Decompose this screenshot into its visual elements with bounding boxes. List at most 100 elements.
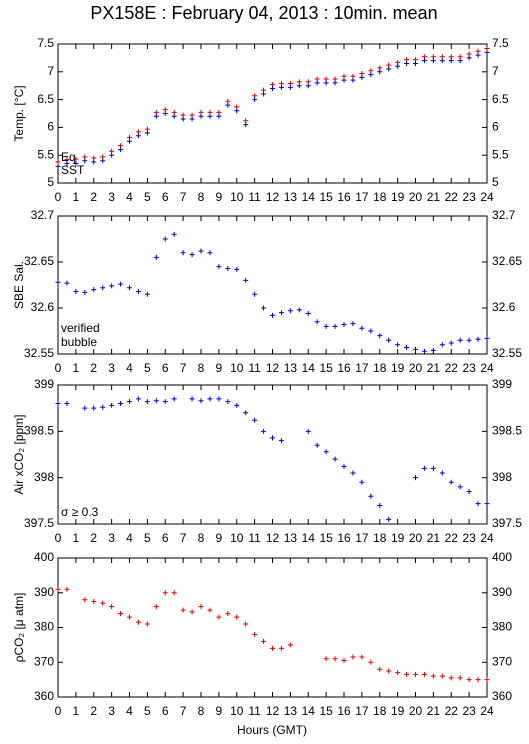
x-tick-label: 6: [162, 531, 169, 545]
x-tick-label: 23: [462, 190, 476, 204]
data-point: [448, 675, 454, 681]
data-point: [341, 464, 347, 470]
x-tick-label: 17: [355, 704, 369, 718]
data-point: [189, 396, 195, 402]
data-point: [135, 288, 141, 294]
data-point: [171, 396, 177, 402]
y-tick-label: 32.6: [31, 300, 55, 314]
data-point: [430, 58, 436, 64]
data-point: [180, 250, 186, 256]
data-point: [100, 158, 106, 164]
x-tick-label: 3: [108, 531, 115, 545]
data-point: [323, 80, 329, 86]
data-point: [484, 335, 490, 341]
y-tick-label: 397.5: [24, 516, 54, 530]
x-tick-label: 16: [337, 190, 351, 204]
y-tick-label: 370: [34, 654, 54, 668]
x-tick-label: 7: [180, 531, 187, 545]
data-point: [386, 516, 392, 522]
data-point: [350, 77, 356, 83]
x-tick-label: 0: [55, 190, 62, 204]
x-tick-label: 14: [302, 704, 316, 718]
data-point: [82, 289, 88, 295]
data-point: [144, 621, 150, 627]
data-point: [466, 55, 472, 61]
x-tick-label: 23: [462, 361, 476, 375]
data-point: [278, 438, 284, 444]
y-axis-label: Air xCO₂ [ppm]: [12, 414, 26, 494]
data-point: [270, 312, 275, 318]
x-tick-label: 3: [108, 704, 115, 718]
y-tick-label: 399: [492, 377, 512, 391]
y-tick-label: 399: [34, 377, 54, 391]
legend-entry: SST: [61, 163, 85, 177]
y-tick-label: 398.5: [492, 424, 522, 438]
data-point: [243, 277, 249, 283]
plot-frame: [57, 557, 488, 698]
y-tick-label: 6: [492, 120, 499, 134]
x-tick-label: 2: [90, 190, 97, 204]
data-point: [475, 677, 481, 683]
x-tick-label: 3: [108, 361, 115, 375]
x-tick-label: 13: [284, 704, 298, 718]
y-tick-label: 32.55: [492, 346, 522, 360]
data-point: [91, 287, 97, 293]
y-tick-label: 398: [34, 470, 54, 484]
x-tick-label: 3: [108, 190, 115, 204]
x-tick-label: 11: [248, 190, 261, 204]
data-point: [278, 645, 284, 651]
data-point: [55, 163, 61, 169]
x-tick-label: 19: [391, 704, 405, 718]
data-point: [55, 401, 61, 407]
data-point: [135, 396, 141, 402]
data-point: [243, 621, 249, 627]
y-axis-label: ρCO₂ [μ atm]: [12, 593, 26, 663]
x-tick-label: 7: [180, 361, 187, 375]
data-point: [421, 465, 427, 471]
data-point: [234, 614, 240, 620]
data-point: [252, 631, 258, 637]
data-point: [144, 291, 150, 297]
data-point: [118, 281, 124, 287]
data-point: [55, 159, 61, 165]
data-point: [171, 231, 177, 237]
y-tick-label: 5: [47, 175, 54, 189]
data-point: [118, 611, 124, 617]
data-point: [377, 502, 383, 508]
data-point: [270, 85, 275, 91]
data-point: [350, 321, 356, 327]
x-tick-label: 18: [373, 361, 387, 375]
data-point: [448, 340, 454, 346]
x-tick-label: 8: [198, 531, 205, 545]
y-tick-label: 380: [34, 620, 54, 634]
x-tick-label: 9: [216, 361, 223, 375]
x-tick-label: 5: [144, 190, 151, 204]
data-point: [55, 279, 61, 285]
data-point: [475, 52, 481, 58]
data-point: [305, 428, 311, 434]
data-point: [135, 619, 141, 625]
data-point: [91, 405, 97, 411]
y-tick-label: 32.7: [31, 208, 55, 222]
data-point: [386, 66, 392, 72]
x-tick-label: 17: [355, 361, 369, 375]
data-point: [207, 250, 213, 256]
y-tick-label: 400: [492, 550, 512, 564]
data-point: [421, 348, 427, 354]
data-point: [395, 342, 401, 348]
data-point: [368, 328, 374, 334]
data-point: [413, 60, 418, 66]
data-point: [287, 642, 293, 648]
y-tick-label: 5.5: [37, 147, 54, 161]
x-tick-label: 0: [55, 361, 62, 375]
x-tick-label: 21: [427, 190, 441, 204]
x-tick-label: 7: [180, 704, 187, 718]
data-point: [323, 323, 329, 329]
x-tick-label: 19: [391, 361, 405, 375]
y-tick-label: 380: [492, 620, 512, 634]
x-tick-label: 2: [90, 531, 97, 545]
x-tick-label: 24: [480, 531, 494, 545]
data-point: [270, 645, 275, 651]
data-point: [359, 74, 365, 80]
data-point: [180, 607, 186, 613]
